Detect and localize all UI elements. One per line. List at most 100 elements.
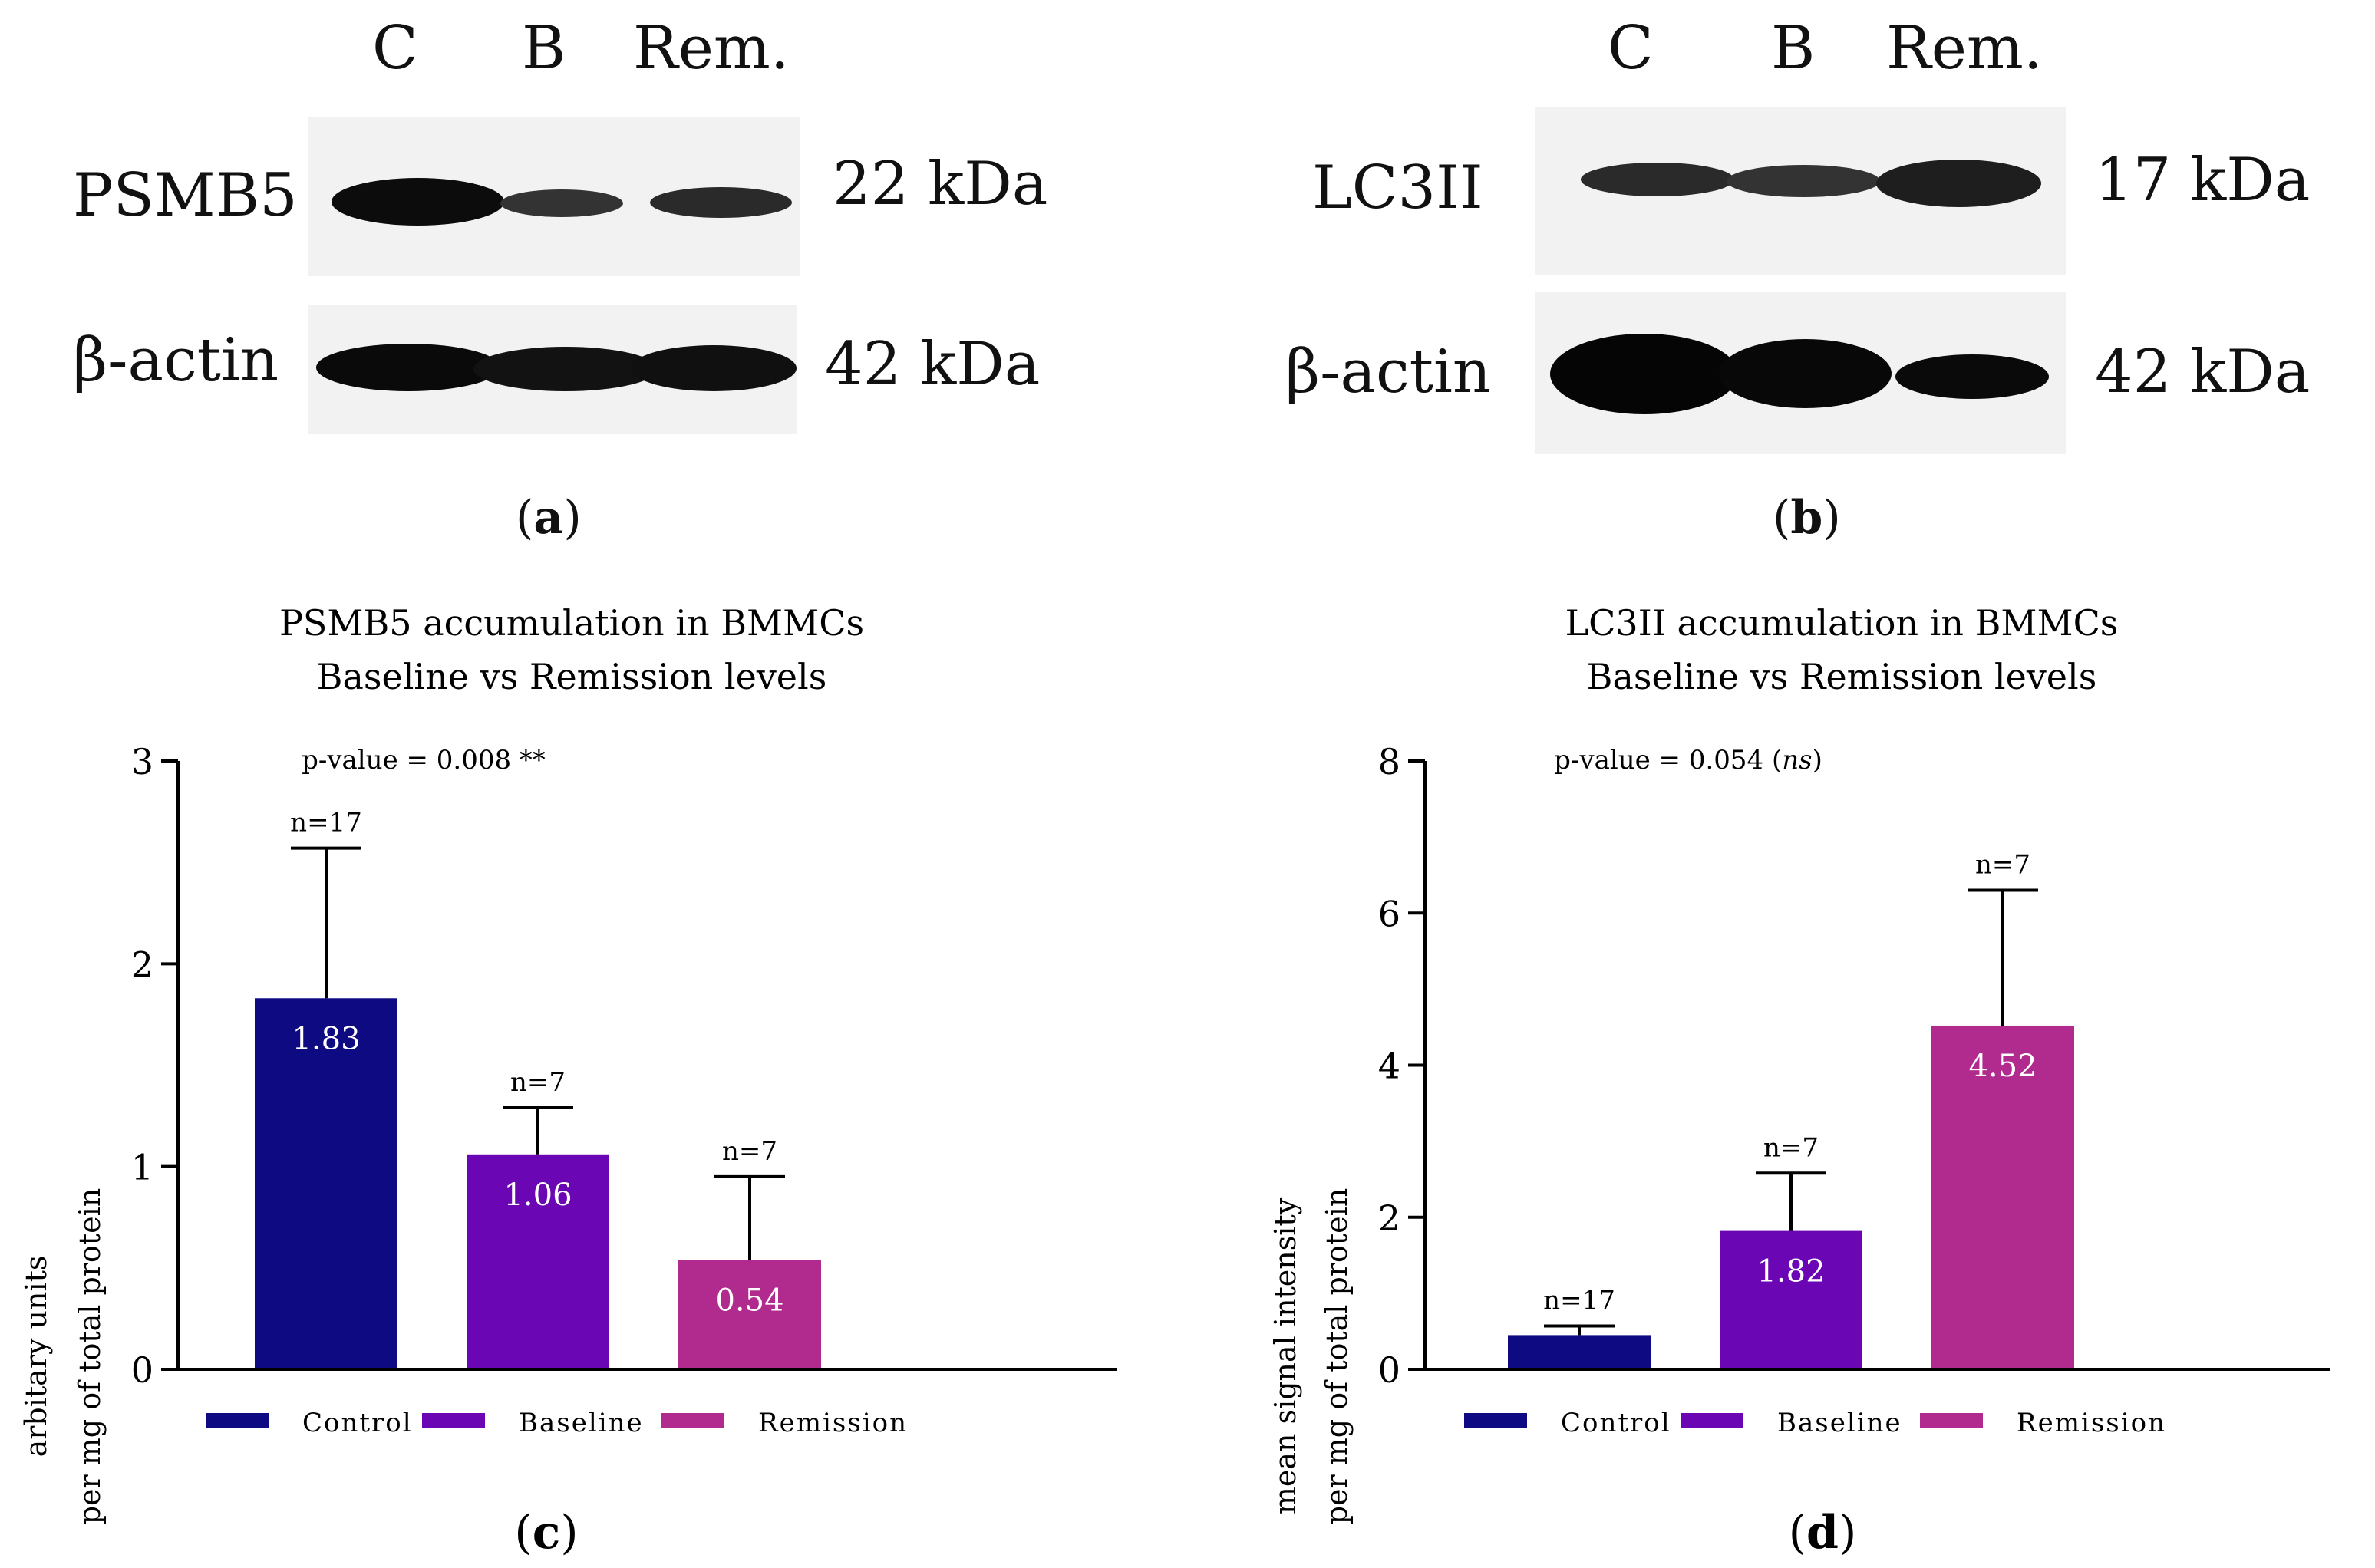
n-labels: n=17 n=7 n=7: [1543, 850, 2030, 1316]
y-axis-label-line1: mean signal intensity: [1268, 1197, 1302, 1514]
value-label-control: 1.83: [292, 1021, 360, 1056]
psmb5-blot: [308, 117, 800, 276]
lane-label-c: C: [372, 14, 418, 83]
y-tick-label: 0: [131, 1349, 153, 1391]
p-value-annotation: p-value = 0.054 (ns): [1554, 745, 1822, 776]
y-tick-label: 8: [1378, 741, 1400, 782]
y-tick-labels: 0 1 2 3: [131, 741, 153, 1391]
y-ticks: [1408, 759, 1425, 1371]
legend-swatch-remission: [661, 1413, 724, 1428]
n-label-baseline: n=7: [1763, 1132, 1819, 1163]
y-axis-label-line2: per mg of total protein: [73, 1188, 107, 1525]
lane-label-b: B: [522, 14, 566, 83]
legend-swatch-control: [1464, 1413, 1527, 1428]
legend-swatch-remission: [1920, 1413, 1983, 1428]
legend-label-control: Control: [302, 1408, 413, 1438]
psmb5-band-b: [500, 189, 623, 217]
y-tick-labels: 0 2 4 6 8: [1378, 741, 1400, 1391]
error-bars: [1544, 888, 2038, 1336]
bars: [1508, 1025, 2074, 1369]
lc3ii-band-rem: [1876, 160, 2041, 207]
y-tick-label: 0: [1378, 1349, 1400, 1391]
y-tick-label: 1: [131, 1147, 153, 1188]
lc3ii-blot: [1535, 107, 2066, 275]
psmb5-band-c: [332, 178, 504, 226]
legend-label-baseline: Baseline: [1777, 1408, 1902, 1438]
psmb5-kda: 22 kDa: [833, 150, 1048, 219]
n-label-control: n=17: [1543, 1285, 1615, 1316]
beta-actin-label-a: β-actin: [73, 326, 279, 395]
value-label-remission: 0.54: [715, 1283, 783, 1318]
y-tick-label: 6: [1378, 893, 1400, 934]
psmb5-label: PSMB5: [73, 161, 298, 230]
y-tick-label: 4: [1378, 1046, 1400, 1087]
legend: Control Baseline Remission: [1464, 1408, 2166, 1438]
chart-c: PSMB5 accumulation in BMMCs Baseline vs …: [19, 602, 1117, 1560]
chart-d: LC3II accumulation in BMMCs Baseline vs …: [1268, 602, 2330, 1560]
bar-control: [255, 998, 397, 1369]
p-value-annotation: p-value = 0.008 **: [302, 745, 546, 776]
beta-actin-blot-a: [308, 305, 797, 434]
beta-actin-kda-b: 42 kDa: [2095, 338, 2311, 407]
legend-label-remission: Remission: [2017, 1408, 2166, 1438]
bar-remission: [678, 1260, 821, 1369]
actin-band-b-rem: [1895, 354, 2049, 399]
lc3ii-label: LC3II: [1312, 153, 1483, 222]
lc3ii-kda: 17 kDa: [2095, 146, 2311, 215]
panel-tag-b: (b): [1773, 491, 1841, 545]
n-label-baseline: n=7: [510, 1067, 566, 1098]
chart-title-line2: Baseline vs Remission levels: [317, 656, 827, 697]
panel-tag-d: (d): [1789, 1506, 1857, 1560]
chart-title-line1: LC3II accumulation in BMMCs: [1565, 602, 2119, 644]
panel-a: C B Rem. PSMB5 22 kDa β-actin 42 kDa (a): [0, 0, 1182, 568]
y-axis-label-line1: arbitary units: [19, 1256, 53, 1458]
n-label-remission: n=7: [1975, 850, 2030, 881]
lane-label-b: B: [1771, 14, 1816, 83]
beta-actin-blot-b: [1535, 292, 2066, 454]
bar-baseline: [467, 1154, 609, 1369]
beta-actin-label-b: β-actin: [1285, 338, 1492, 407]
legend-swatch-control: [206, 1413, 269, 1428]
legend-swatch-baseline: [422, 1413, 485, 1428]
panel-tag-a: (a): [516, 491, 582, 545]
actin-band-b-c: [1550, 334, 1738, 414]
lane-label-rem: Rem.: [1886, 14, 2043, 83]
beta-actin-kda-a: 42 kDa: [825, 330, 1041, 399]
n-labels: n=17 n=7 n=7: [290, 808, 777, 1167]
actin-band-a-b: [473, 347, 658, 391]
panel-b: C B Rem. LC3II 17 kDa β-actin 42 kDa (b): [1182, 0, 2375, 568]
lane-label-c: C: [1608, 14, 1654, 83]
n-label-control: n=17: [290, 808, 362, 838]
y-tick-label: 3: [131, 741, 153, 782]
legend-label-remission: Remission: [758, 1408, 908, 1438]
bar-remission: [1931, 1025, 2074, 1369]
n-label-remission: n=7: [722, 1136, 777, 1167]
bars: [255, 998, 821, 1369]
y-axis-label-line2: per mg of total protein: [1320, 1188, 1354, 1525]
y-tick-label: 2: [131, 944, 153, 985]
legend-swatch-baseline: [1681, 1413, 1743, 1428]
lc3ii-band-c: [1581, 163, 1734, 196]
panel-tag-c: (c): [514, 1506, 578, 1560]
lc3ii-band-b: [1727, 165, 1880, 197]
chart-title-line1: PSMB5 accumulation in BMMCs: [279, 602, 864, 644]
legend-label-baseline: Baseline: [519, 1408, 644, 1438]
actin-band-b-b: [1719, 339, 1892, 408]
bar-baseline: [1720, 1230, 1862, 1369]
value-labels: 1.82 4.52: [1757, 1049, 2037, 1290]
error-bars: [291, 846, 785, 1260]
legend-label-control: Control: [1561, 1408, 1671, 1438]
psmb5-band-rem: [650, 187, 792, 218]
lane-label-rem: Rem.: [633, 14, 790, 83]
actin-band-a-c: [316, 344, 500, 391]
value-label-baseline: 1.82: [1757, 1254, 1825, 1290]
y-tick-label: 2: [1378, 1197, 1400, 1239]
y-ticks: [161, 759, 178, 1371]
actin-band-a-rem: [631, 345, 797, 391]
bar-control: [1508, 1335, 1651, 1369]
value-labels: 1.83 1.06 0.54: [292, 1021, 783, 1318]
legend: Control Baseline Remission: [206, 1408, 908, 1438]
chart-title-line2: Baseline vs Remission levels: [1587, 656, 2097, 697]
value-label-baseline: 1.06: [503, 1178, 572, 1213]
value-label-remission: 4.52: [1968, 1049, 2037, 1084]
